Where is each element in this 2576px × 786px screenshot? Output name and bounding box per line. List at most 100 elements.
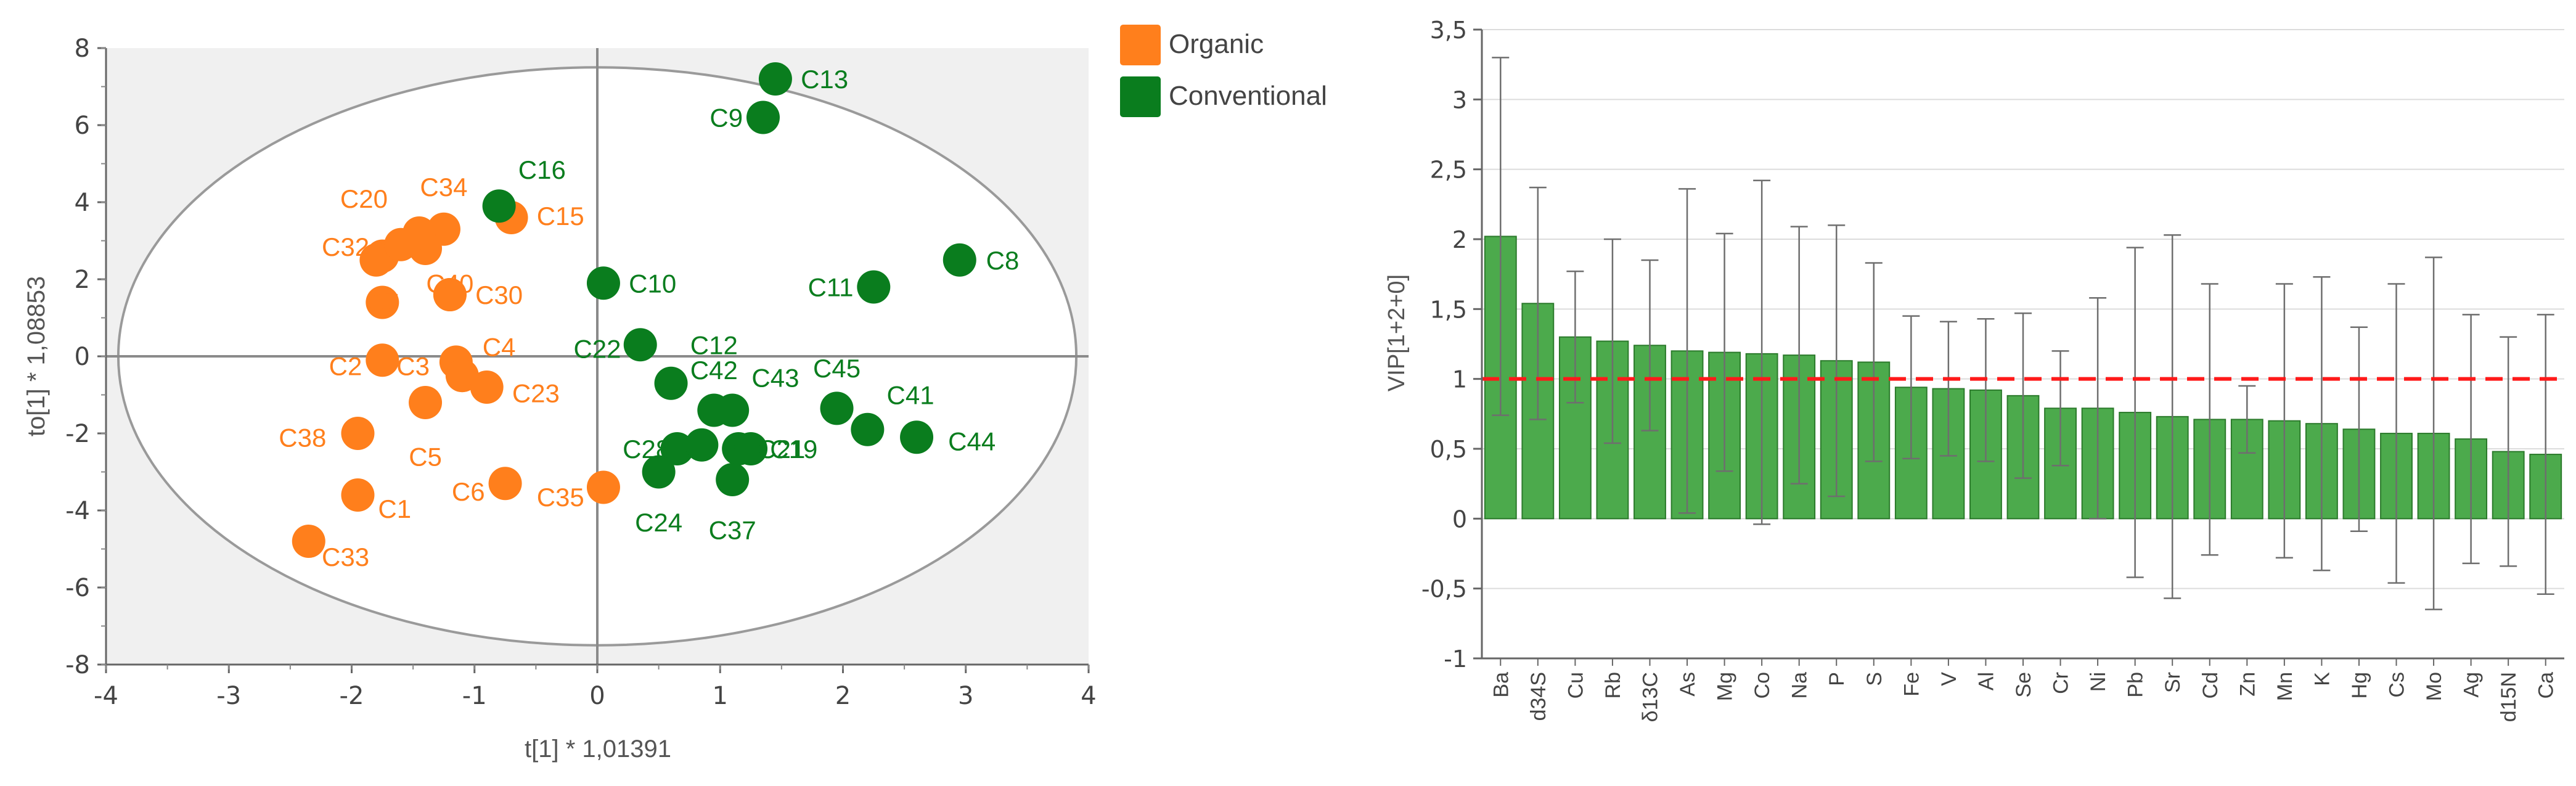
vip-y-tick-label: -0,5 (1421, 576, 1467, 603)
point-label-conventional: C41 (887, 381, 934, 410)
point-label-conventional: C11 (808, 273, 854, 302)
vip-x-tick-label: δ13C (1638, 672, 1662, 722)
vip-y-tick-label: 1,5 (1430, 296, 1467, 323)
vip-x-tick-label: P (1825, 672, 1849, 686)
scatter-x-axis-label: t[1] * 1,01391 (525, 735, 671, 763)
point-conventional (654, 366, 688, 400)
point-label-conventional: C43 (751, 363, 799, 392)
vip-x-tick-label: Na (1788, 672, 1812, 699)
point-label-conventional: C24 (635, 508, 682, 537)
point-organic (586, 470, 620, 504)
vip-x-tick-label: d15N (2497, 672, 2521, 722)
scatter-points (292, 62, 976, 558)
vip-x-tick-label: Ag (2460, 672, 2484, 698)
scatter-y-tick-label: 4 (75, 189, 90, 217)
point-conventional (942, 243, 976, 277)
point-conventional (685, 428, 719, 462)
scatter-x-tick-label: 1 (713, 682, 728, 710)
point-label-organic: C32 (322, 232, 369, 261)
point-label-organic: C40 (426, 269, 473, 298)
point-organic (341, 417, 375, 450)
vip-x-tick-label: Cr (2050, 672, 2073, 694)
point-organic (488, 467, 522, 501)
point-conventional (851, 412, 885, 446)
vip-y-axis-label: VIP[1+2+0] (1384, 274, 1410, 391)
point-organic (366, 343, 399, 377)
point-organic (341, 478, 375, 512)
vip-x-tick-label: Co (1751, 672, 1774, 698)
point-label-organic: C20 (340, 184, 388, 213)
scatter-y-tick-label: -8 (65, 651, 90, 679)
vip-x-tick-label: As (1676, 672, 1699, 697)
scatter-y-tick-label: -4 (65, 497, 90, 525)
point-conventional (857, 270, 891, 304)
point-conventional (716, 393, 750, 427)
legend-label-organic: Organic (1169, 29, 1264, 59)
point-label-organic: C30 (475, 280, 523, 309)
legend-label-conventional: Conventional (1169, 81, 1327, 111)
scatter-y-tick-label: -2 (65, 420, 90, 448)
vip-x-tick-label: Cd (2199, 672, 2222, 698)
vip-y-tick-label: 3,5 (1430, 17, 1467, 44)
point-label-conventional: C12 (690, 330, 738, 359)
vip-x-tick-label: V (1937, 672, 1961, 686)
point-conventional (746, 100, 780, 134)
scatter-x-tick-label: 4 (1081, 682, 1096, 710)
point-label-conventional: C22 (573, 335, 621, 364)
vip-x-tick-label: Mo (2423, 672, 2446, 701)
scatter-x-tick-label: -2 (340, 682, 364, 710)
point-label-conventional: C45 (813, 354, 861, 383)
point-conventional (623, 328, 657, 362)
vip-x-tick-label: Al (1974, 672, 1998, 690)
vip-x-tick-label: Ca (2535, 672, 2558, 699)
vip-x-tick-label: d34S (1527, 672, 1550, 721)
scatter-y-tick-label: 8 (75, 35, 90, 63)
point-label-conventional: C10 (629, 269, 676, 298)
zero-lines (106, 48, 1089, 665)
scatter-x-ticks: -4 -3 -2 -1 0 1 2 3 4 (94, 665, 1097, 710)
point-label-conventional: C21 (758, 435, 805, 464)
vip-x-tick-label: Fe (1900, 672, 1923, 697)
legend-swatch-conventional (1120, 76, 1161, 117)
vip-error-bars (1492, 57, 2554, 610)
point-label-organic: C2 (329, 352, 362, 381)
vip-x-tick-label: Pb (2124, 672, 2148, 698)
point-label-organic: C5 (409, 443, 442, 472)
vip-y-tick-label: -1 (1444, 645, 1467, 673)
vip-x-tick-label: Hg (2348, 672, 2371, 698)
vip-x-tick-label: Cu (1564, 672, 1587, 698)
point-label-conventional: C8 (986, 246, 1020, 275)
point-conventional (716, 463, 750, 496)
vip-x-tick-label: Ni (2087, 672, 2110, 692)
score-scatter-plot: -4 -3 -2 -1 0 1 2 3 4 -8 -6 -4 -2 0 2 4 6 8 C20 C34 C32 C15… (23, 35, 1097, 763)
vip-x-tick-label: K (2310, 672, 2334, 686)
legend-swatch-organic (1120, 25, 1161, 65)
point-label-conventional: C9 (709, 104, 743, 133)
legend: Organic Conventional (1120, 25, 1327, 117)
point-label-conventional: C28 (623, 435, 670, 464)
scatter-x-tick-label: 3 (958, 682, 973, 710)
scatter-y-ticks: -8 -6 -4 -2 0 2 4 6 8 (65, 35, 106, 679)
point-conventional (482, 189, 516, 223)
point-label-organic: C1 (378, 494, 411, 523)
point-label-organic: C38 (279, 423, 326, 452)
vip-x-tick-label: Rb (1601, 672, 1625, 698)
point-label-conventional: C13 (801, 65, 848, 94)
scatter-y-tick-label: 0 (75, 343, 90, 371)
point-conventional (758, 62, 792, 96)
point-label-conventional: C37 (709, 515, 756, 544)
point-label-organic: C35 (537, 483, 584, 512)
point-label-conventional: C19 (770, 435, 817, 464)
point-label-conventional: C16 (518, 155, 566, 184)
vip-x-tick-labels: Ba d34S Cu Rb δ13C As Mg Co Na P S Fe V Al Se Cr Ni Pb Sr C… (1489, 658, 2558, 722)
point-organic (433, 278, 467, 311)
point-label-conventional: C44 (948, 427, 996, 456)
point-label-organic: C3 (396, 352, 430, 381)
vip-x-tick-label: Cs (2386, 672, 2409, 698)
scatter-point-labels: C20 C34 C32 C15 C7 C40 C30 C2 C3 C4 C23 C5 C38 C1 C6 C3… (279, 65, 1019, 571)
point-organic (292, 525, 325, 558)
point-organic (470, 370, 504, 404)
vip-y-tick-label: 0 (1452, 506, 1467, 533)
scatter-x-tick-label: -3 (216, 682, 241, 710)
